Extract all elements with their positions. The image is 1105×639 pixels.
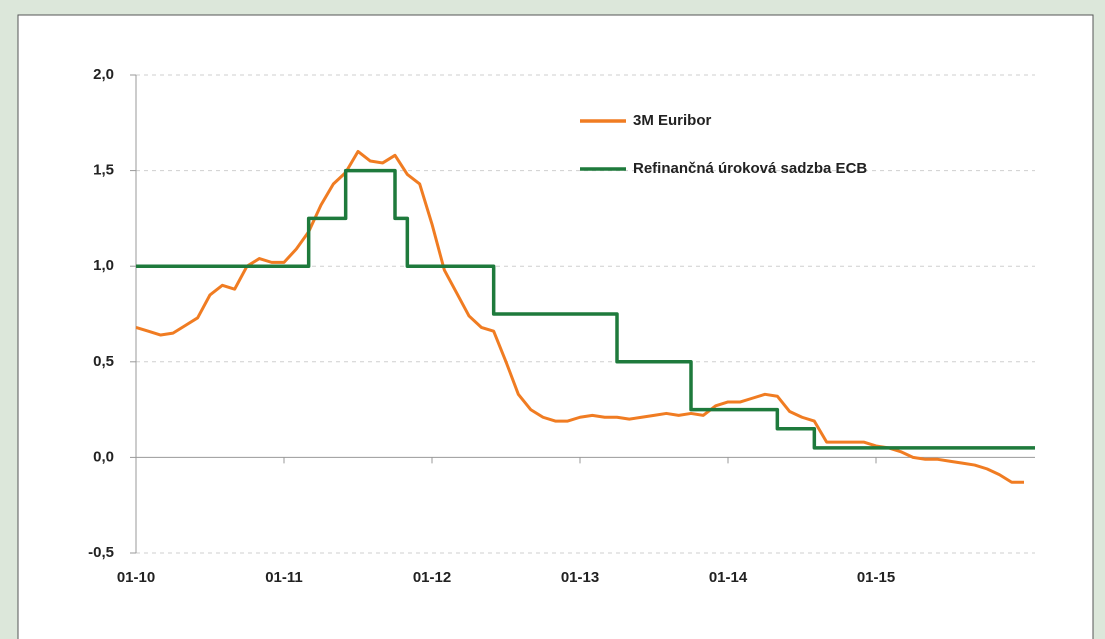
- legend-label: 3M Euribor: [633, 112, 712, 129]
- y-tick-label: 0,5: [93, 353, 114, 370]
- y-tick-label: 0,0: [93, 448, 114, 465]
- x-tick-label: 01-13: [561, 569, 599, 586]
- x-tick-label: 01-11: [265, 569, 303, 586]
- chart-panel: [17, 14, 1094, 639]
- series-line: [136, 168, 1035, 450]
- x-tick-label: 01-14: [709, 569, 748, 586]
- x-tick-label: 01-12: [413, 569, 451, 586]
- y-tick-label: 2,0: [93, 66, 114, 83]
- y-tick-label: -0,5: [88, 544, 114, 561]
- legend-label: Refinančná úroková sadzba ECB: [633, 160, 867, 177]
- y-tick-label: 1,0: [93, 257, 114, 274]
- x-tick-label: 01-15: [857, 569, 895, 586]
- x-tick-label: 01-10: [117, 569, 155, 586]
- series-line: [135, 149, 1024, 484]
- y-tick-label: 1,5: [93, 162, 114, 179]
